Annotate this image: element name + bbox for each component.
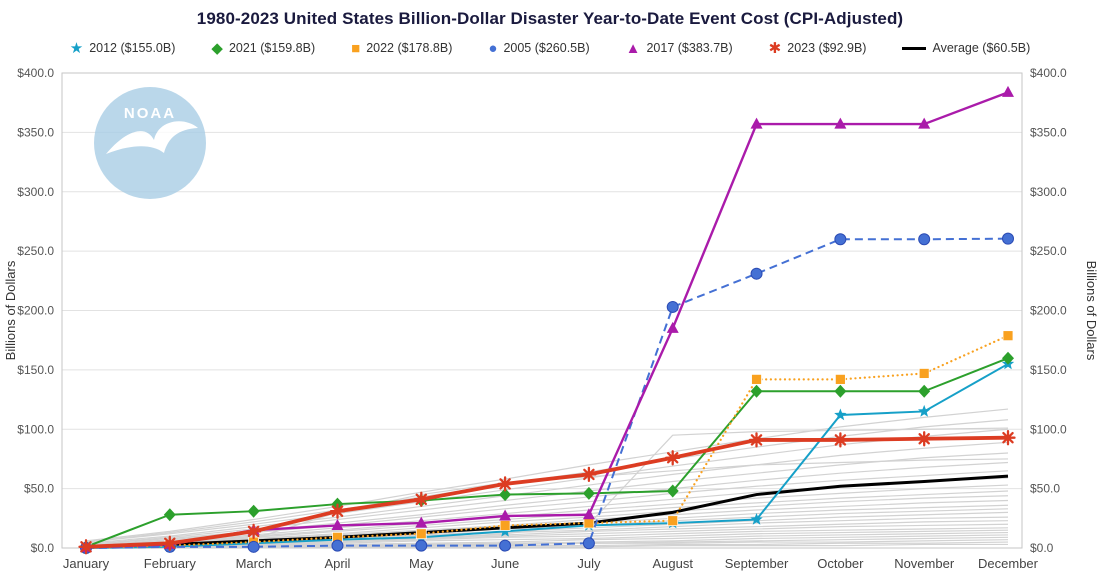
x-tick-march: March <box>236 556 272 571</box>
x-tick-august: August <box>652 556 693 571</box>
x-tick-june: June <box>491 556 519 571</box>
y-tick-right: $300.0 <box>1030 185 1067 199</box>
series-line-2022 <box>84 334 1010 550</box>
y-tick-left: $250.0 <box>17 244 54 258</box>
series-average <box>85 474 1009 549</box>
series-2021 <box>80 351 1014 554</box>
series-2023 <box>78 430 1016 555</box>
legend-item-2005[interactable]: ● 2005 ($260.5B) <box>488 41 589 56</box>
x-tick-october: October <box>817 556 864 571</box>
legend-item-average[interactable]: Average ($60.5B) <box>902 41 1030 55</box>
y-tick-right: $100.0 <box>1030 422 1067 436</box>
y-tick-left: $350.0 <box>17 125 54 139</box>
x-tick-july: July <box>577 556 601 571</box>
legend-marker-triangle-icon: ▲ <box>625 39 641 57</box>
y-tick-left: $50.0 <box>24 482 54 496</box>
plot-border <box>61 72 1023 549</box>
legend-marker-circle-icon: ● <box>488 39 498 57</box>
y-axis-title-left: Billions of Dollars <box>3 260 18 360</box>
legend-marker-diamond-icon: ◆ <box>211 39 223 57</box>
series-markers-2023 <box>78 430 1016 555</box>
y-tick-right: $150.0 <box>1030 363 1067 377</box>
series-markers-2021 <box>80 351 1014 554</box>
chart-plot-svg: $0.0 $0.0 $50.0 $50.0 $100.0 $100.0 $150.0 $150… <box>3 66 1099 571</box>
legend-marker-line-icon <box>902 46 927 50</box>
y-tick-right: $200.0 <box>1030 304 1067 318</box>
legend-label: 2017 ($383.7B) <box>646 41 733 55</box>
y-tick-right: $350.0 <box>1030 125 1067 139</box>
series-2017 <box>80 85 1014 552</box>
x-tick-february: February <box>144 556 197 571</box>
x-tick-january: January <box>63 556 110 571</box>
legend-item-2012[interactable]: ★ 2012 ($155.0B) <box>70 41 176 56</box>
x-tick-april: April <box>324 556 350 571</box>
y-tick-left: $300.0 <box>17 185 54 199</box>
background-year-lines <box>85 408 1009 549</box>
legend-item-2017[interactable]: ▲ 2017 ($383.7B) <box>626 41 733 56</box>
legend-marker-star-icon: ★ <box>69 39 84 57</box>
legend-item-2021[interactable]: ◆ 2021 ($159.8B) <box>211 41 315 56</box>
y-tick-right: $50.0 <box>1030 482 1060 496</box>
noaa-logo: NOAA <box>94 87 206 199</box>
legend-label: 2012 ($155.0B) <box>89 41 176 55</box>
y-tick-right: $400.0 <box>1030 66 1067 80</box>
legend-item-2022[interactable]: ■ 2022 ($178.8B) <box>351 41 452 56</box>
x-tick-may: May <box>409 556 434 571</box>
x-tick-september: September <box>725 556 789 571</box>
x-tick-november: November <box>894 556 955 571</box>
y-tick-left: $150.0 <box>17 363 54 377</box>
x-tick-december: December <box>978 556 1039 571</box>
legend-label: 2005 ($260.5B) <box>503 41 590 55</box>
y-tick-left: $200.0 <box>17 304 54 318</box>
chart-title: 1980-2023 United States Billion-Dollar D… <box>196 9 904 28</box>
legend-label: 2023 ($92.9B) <box>787 41 867 55</box>
legend: ★ 2012 ($155.0B) ◆ 2021 ($159.8B) ■ 2022 ($17… <box>0 36 1100 60</box>
y-tick-right: $250.0 <box>1030 244 1067 258</box>
legend-label: 2022 ($178.8B) <box>366 41 453 55</box>
gridlines <box>62 72 1022 549</box>
y-tick-left: $400.0 <box>17 66 54 80</box>
y-tick-right: $0.0 <box>1030 541 1054 555</box>
legend-marker-square-icon: ■ <box>351 39 361 57</box>
y-tick-left: $0.0 <box>31 541 55 555</box>
y-tick-left: $100.0 <box>17 422 54 436</box>
svg-text:NOAA: NOAA <box>124 105 176 122</box>
series-line-2012 <box>85 363 1009 549</box>
y-axis-title-right: Billions of Dollars <box>1084 261 1099 361</box>
legend-label: 2021 ($159.8B) <box>228 41 316 55</box>
series-line-average <box>85 474 1009 549</box>
series-line-2023 <box>85 435 1009 549</box>
series-line-2005 <box>85 237 1009 549</box>
legend-label: Average ($60.5B) <box>932 41 1031 55</box>
series-markers-2017 <box>80 85 1014 552</box>
series-line-2021 <box>85 357 1009 548</box>
legend-marker-asterisk-icon: ✱ <box>768 39 782 57</box>
legend-item-2023[interactable]: ✱ 2023 ($92.9B) <box>769 41 867 56</box>
